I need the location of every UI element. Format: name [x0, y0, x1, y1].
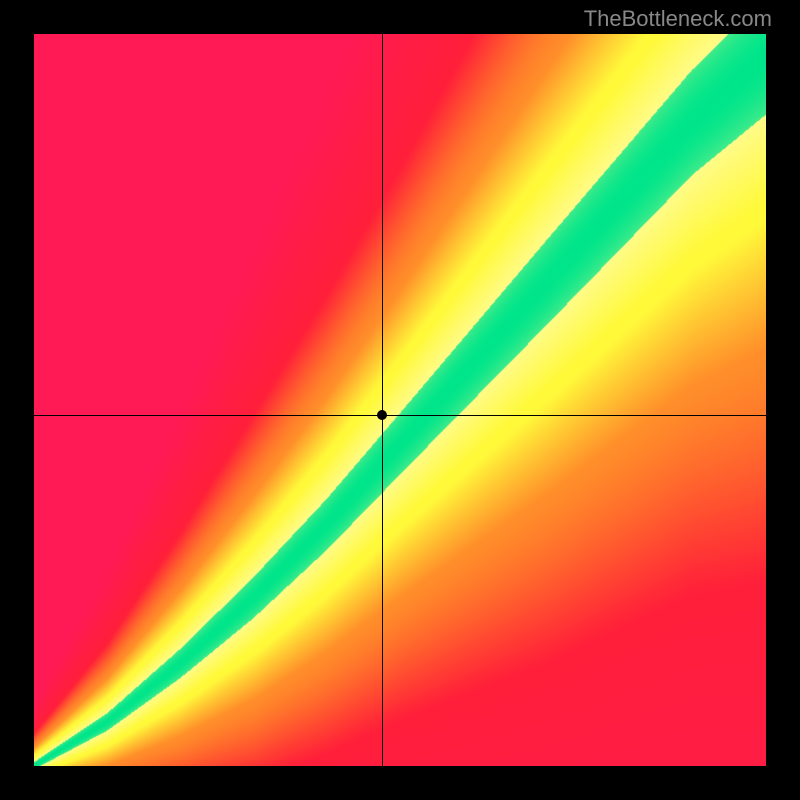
crosshair-vertical [382, 34, 383, 766]
plot-area [34, 34, 766, 766]
crosshair-horizontal [34, 415, 766, 416]
marker-dot [377, 410, 387, 420]
watermark-text: TheBottleneck.com [584, 6, 772, 32]
heatmap-canvas [34, 34, 766, 766]
